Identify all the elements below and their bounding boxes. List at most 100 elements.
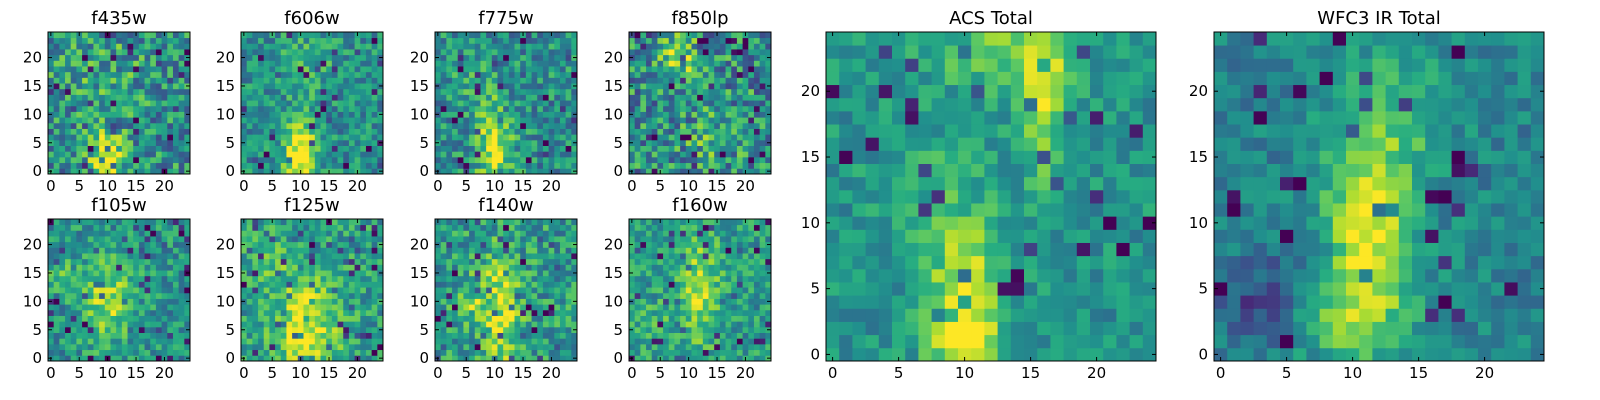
heatmap-cell — [104, 139, 111, 146]
heatmap-cell — [663, 88, 670, 95]
y-tick-label: 10 — [410, 292, 429, 310]
heatmap-cell — [559, 156, 567, 164]
heatmap-cell — [480, 83, 487, 90]
heatmap-cell — [252, 111, 259, 118]
heatmap-cell — [371, 117, 378, 124]
heatmap-cell — [765, 151, 772, 158]
heatmap-cell — [629, 162, 636, 169]
heatmap-cell — [167, 349, 174, 356]
heatmap-cell — [297, 304, 304, 311]
heatmap-cell — [87, 49, 94, 56]
heatmap-cell — [309, 139, 316, 146]
heatmap-cell — [337, 338, 344, 345]
heatmap-cell — [634, 292, 641, 299]
heatmap-cell — [269, 156, 276, 164]
heatmap-cell — [497, 60, 504, 67]
heatmap-cell — [657, 37, 664, 44]
heatmap-cell — [269, 253, 276, 260]
heatmap-cell — [150, 253, 157, 260]
y-tick-label: 5 — [225, 321, 235, 339]
heatmap-cell — [76, 111, 83, 118]
heatmap-cell — [48, 105, 55, 112]
heatmap-cell — [680, 298, 687, 305]
heatmap-cell — [480, 111, 487, 118]
heatmap-cell — [127, 270, 134, 277]
heatmap-cell — [314, 224, 321, 231]
heatmap-cell — [280, 117, 287, 124]
heatmap-cell — [548, 258, 555, 265]
heatmap-cell — [440, 37, 447, 44]
heatmap-cell — [155, 94, 162, 101]
heatmap-cell — [525, 162, 532, 169]
heatmap-cell — [246, 37, 253, 44]
heatmap-cell — [87, 83, 94, 90]
heatmap-cell — [514, 151, 521, 158]
heatmap-cell — [554, 32, 561, 39]
heatmap-cell — [258, 236, 265, 243]
heatmap-cell — [275, 253, 282, 260]
heatmap-cell — [360, 349, 367, 356]
heatmap-cell — [48, 100, 55, 107]
heatmap-cell — [537, 270, 544, 277]
heatmap-cell — [59, 100, 66, 107]
heatmap-cell — [309, 236, 316, 243]
heatmap-cell — [520, 49, 527, 56]
heatmap-cell — [725, 309, 732, 316]
heatmap-cell — [748, 145, 755, 152]
heatmap-cell — [531, 145, 538, 152]
heatmap-cell — [753, 332, 761, 339]
heatmap-cell — [246, 241, 253, 248]
heatmap-cell — [303, 309, 310, 316]
heatmap-cell — [508, 83, 515, 90]
heatmap-cell — [559, 224, 567, 231]
heatmap-cell — [99, 122, 106, 129]
heatmap-cell — [435, 100, 442, 107]
heatmap-cell — [571, 321, 578, 328]
heatmap-cell — [99, 270, 106, 277]
heatmap-cell — [554, 321, 561, 328]
heatmap-cell — [646, 281, 653, 288]
heatmap-cell — [360, 111, 367, 118]
heatmap-cell — [565, 60, 572, 67]
heatmap-cell — [331, 355, 338, 362]
heatmap-cell — [138, 315, 145, 322]
heatmap-cell — [702, 32, 709, 39]
heatmap-cell — [303, 264, 310, 271]
heatmap-cell — [559, 66, 567, 73]
heatmap-cell — [452, 77, 459, 84]
heatmap-cell — [286, 230, 293, 237]
heatmap-cell — [371, 270, 378, 277]
heatmap-cell — [377, 122, 384, 129]
heatmap-cell — [263, 258, 270, 265]
heatmap-cell — [155, 60, 162, 67]
heatmap-cell — [292, 292, 299, 299]
heatmap-cell — [629, 122, 636, 129]
heatmap-cell — [53, 60, 60, 67]
heatmap-cell — [365, 258, 373, 265]
heatmap-cell — [354, 343, 361, 351]
heatmap-cell — [371, 321, 378, 328]
heatmap-cell — [742, 151, 749, 158]
heatmap-cell — [303, 88, 310, 95]
heatmap-cell — [252, 298, 259, 305]
heatmap-cell — [280, 60, 287, 67]
heatmap-cell — [753, 275, 761, 282]
heatmap-cell — [702, 162, 709, 169]
heatmap-cell — [634, 94, 641, 101]
heatmap-cell — [742, 111, 749, 118]
heatmap-cell — [537, 292, 544, 299]
heatmap-cell — [440, 168, 447, 175]
heatmap-cell — [252, 49, 259, 56]
heatmap-cell — [651, 287, 658, 294]
heatmap-cell — [138, 219, 145, 226]
heatmap-cell — [280, 37, 287, 44]
heatmap-cell — [657, 83, 664, 90]
y-tick-label: 10 — [216, 292, 235, 310]
heatmap-cell — [491, 151, 498, 158]
heatmap-cell — [469, 219, 476, 226]
heatmap-cell — [377, 343, 384, 351]
heatmap-cell — [469, 338, 476, 345]
heatmap-cell — [651, 49, 658, 56]
heatmap-cell — [331, 309, 338, 316]
heatmap-cell — [258, 326, 265, 333]
